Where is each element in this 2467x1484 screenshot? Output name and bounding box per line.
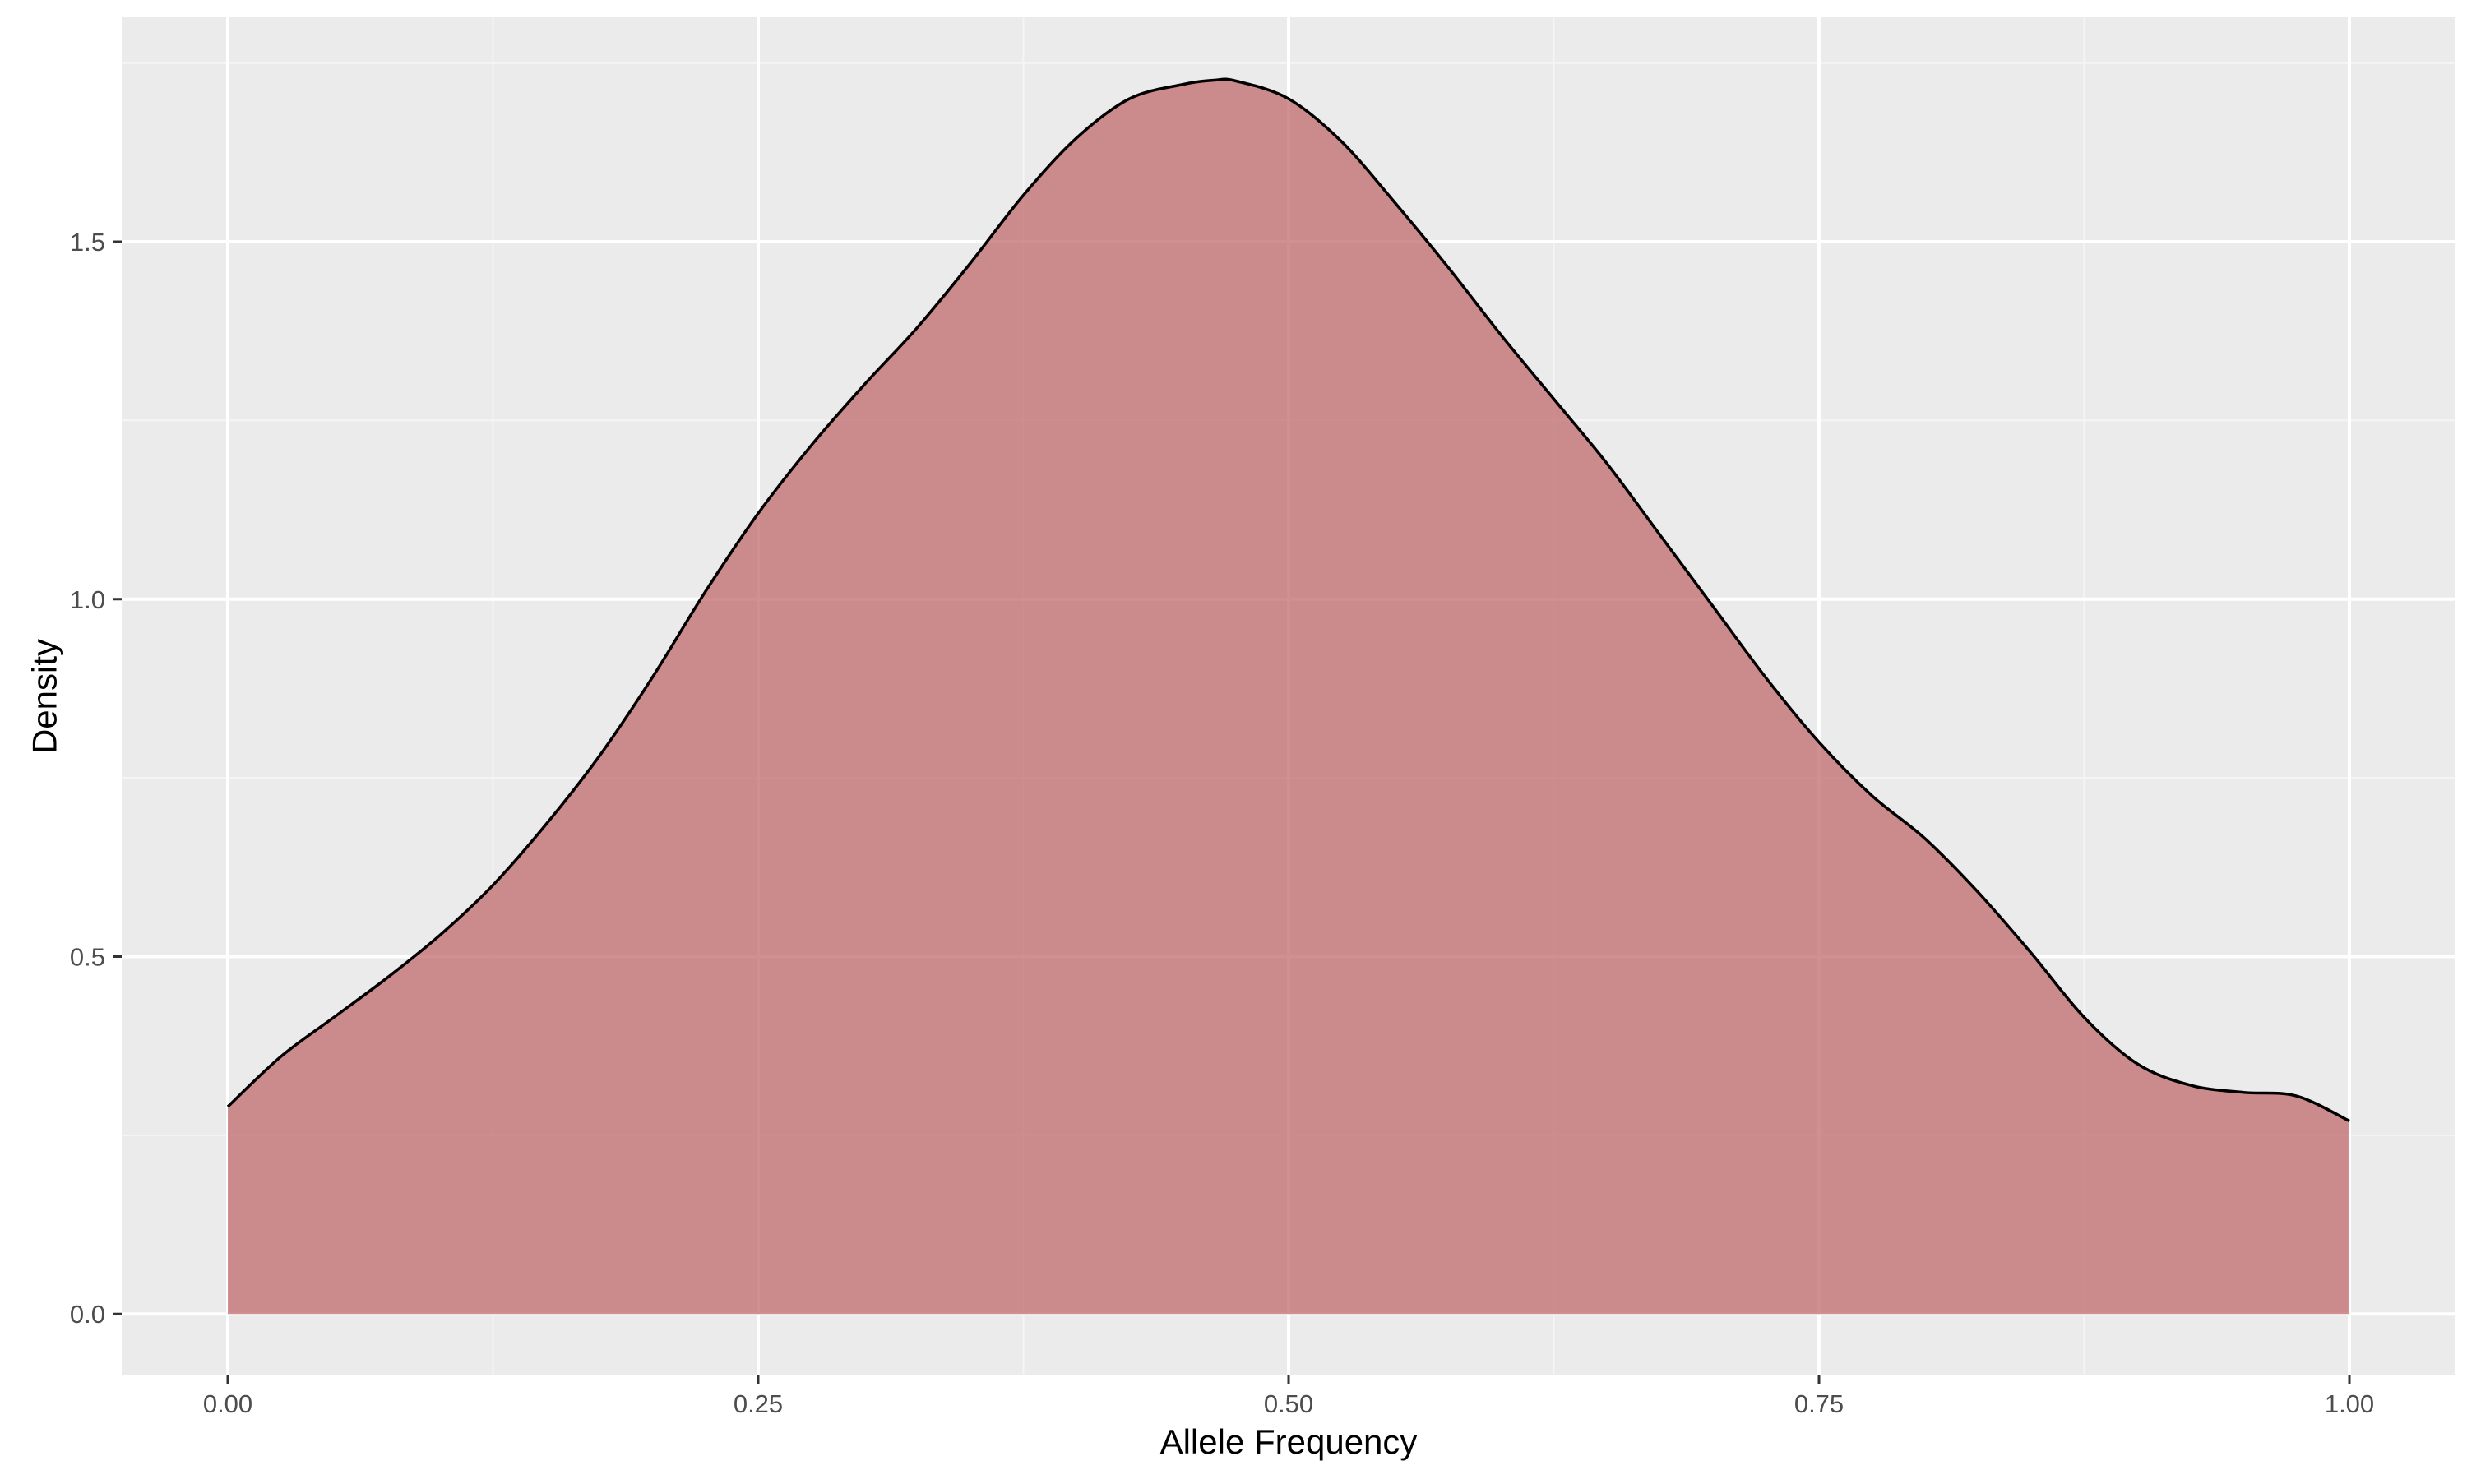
y-axis: 0.0 0.5 1.0 1.5 bbox=[70, 228, 122, 1329]
y-axis-title: Density bbox=[25, 639, 64, 754]
y-tick-label: 1.0 bbox=[70, 585, 105, 614]
y-tick-label: 0.5 bbox=[70, 942, 105, 971]
x-tick-label: 0.00 bbox=[203, 1389, 252, 1418]
x-axis-title: Allele Frequency bbox=[1160, 1422, 1418, 1461]
x-axis: 0.00 0.25 0.50 0.75 1.00 bbox=[203, 1375, 2374, 1418]
x-tick-label: 0.75 bbox=[1794, 1389, 1844, 1418]
x-tick-label: 0.50 bbox=[1264, 1389, 1313, 1418]
density-area bbox=[228, 79, 2349, 1315]
x-tick-label: 0.25 bbox=[734, 1389, 783, 1418]
y-tick-label: 0.0 bbox=[70, 1300, 105, 1329]
x-tick-label: 1.00 bbox=[2325, 1389, 2374, 1418]
density-line bbox=[226, 77, 2350, 1123]
y-tick-label: 1.5 bbox=[70, 228, 105, 257]
